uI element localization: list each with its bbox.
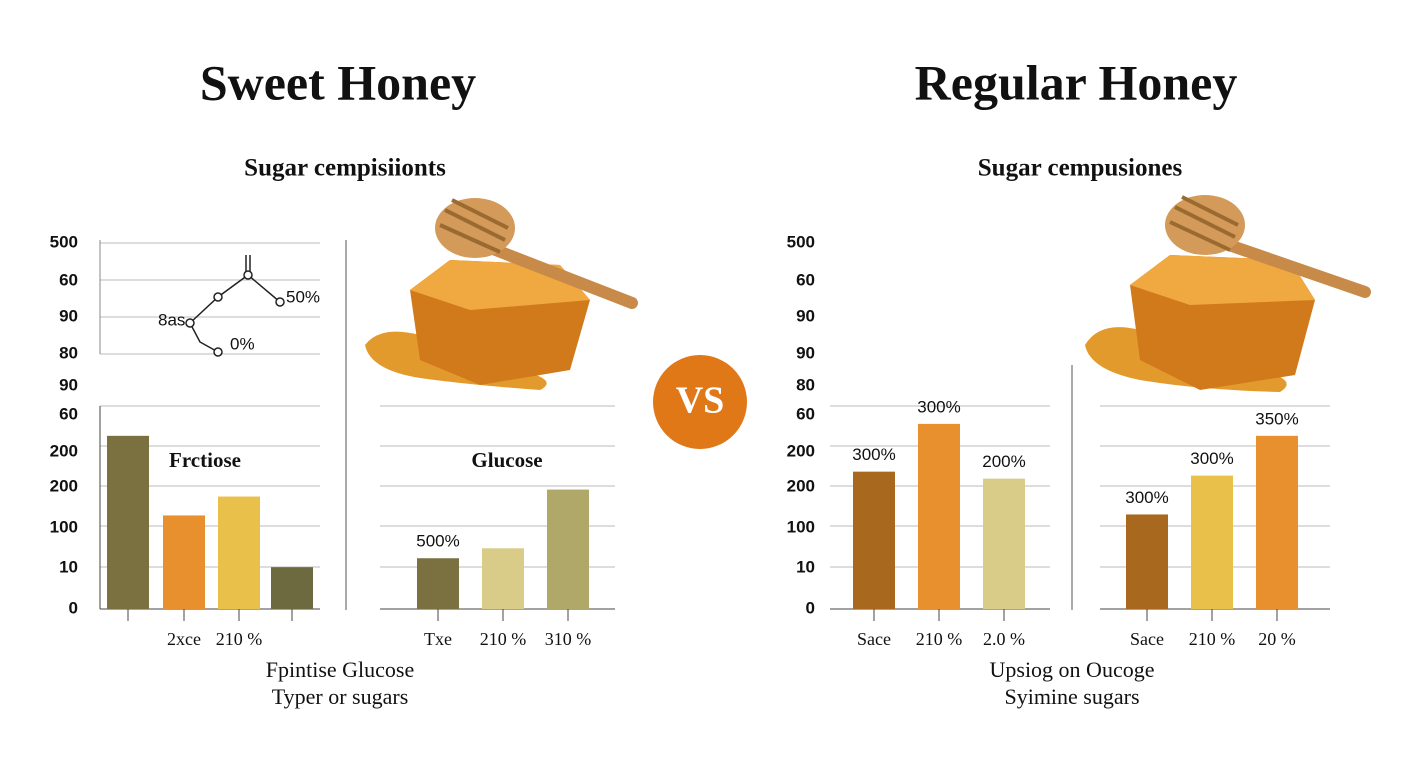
right-subtitle: Sugar cempusiones [978,155,1183,182]
diagram-label: 50% [286,287,320,306]
bar [547,489,589,609]
x-tick-label: 210 % [480,629,527,649]
x-tick-label: 210 % [916,629,963,649]
left-title: Sweet Honey [200,54,476,110]
bar [417,558,459,609]
y-axis-label: 90 [796,343,815,362]
bar [918,423,960,609]
honey-illustration [365,198,638,390]
y-axis-label: 90 [59,375,78,394]
y-axis-label: 100 [50,517,78,536]
vs-badge [653,355,747,449]
y-axis-label: 80 [59,343,78,362]
right-caption: Upsiog on Oucoge [990,657,1155,682]
y-axis-label: 200 [787,476,815,495]
bar-note: 300% [1190,449,1233,468]
bar [482,548,524,609]
x-tick-label: 310 % [545,629,592,649]
chart-label: Frctiose [169,448,241,472]
x-tick-label: 20 % [1258,629,1296,649]
y-axis-label: 200 [50,441,78,460]
bar-note: 300% [1125,488,1168,507]
top-grid [99,240,320,355]
y-axis-label: 0 [806,598,815,617]
y-axis-label: 100 [787,517,815,536]
bar [1126,514,1168,609]
bar-note: 300% [917,397,960,416]
bar [983,478,1025,609]
bar [853,471,895,609]
honey-illustration [1085,195,1371,392]
y-axis-label: 500 [50,232,78,251]
chart-label: Glucose [471,448,542,472]
y-axis-label: 60 [59,270,78,289]
y-axis-label: 0 [69,598,78,617]
bar [1256,435,1298,609]
y-axis-label: 500 [787,232,815,251]
y-axis-label: 90 [59,306,78,325]
bar [163,515,205,609]
bar-note: 350% [1255,409,1298,428]
y-axis-label: 10 [796,557,815,576]
x-tick-label: 2.0 % [983,629,1025,649]
y-axis-label: 60 [59,404,78,423]
bar-note: 200% [982,452,1025,471]
left-caption: Fpintise Glucose [266,657,415,682]
y-axis-label: 200 [50,476,78,495]
x-tick-label: Sace [1130,629,1164,649]
right-caption: Syimine sugars [1004,684,1139,709]
x-tick-label: 2xce [167,629,201,649]
y-axis-label: 60 [796,404,815,423]
bar [271,567,313,609]
x-tick-label: 210 % [1189,629,1236,649]
vs-text: VS [676,380,725,422]
y-axis-label: 80 [796,375,815,394]
bar [218,496,260,609]
y-axis-label: 90 [796,306,815,325]
left-subtitle: Sugar cempisiionts [244,155,446,182]
bar-note: 500% [416,532,459,551]
diagram-label: 0% [230,334,255,353]
left-caption: Typer or sugars [272,684,409,709]
right-title: Regular Honey [915,54,1238,110]
x-tick-label: 210 % [216,629,263,649]
y-axis-label: 10 [59,557,78,576]
molecule-diagram [185,255,285,357]
x-tick-label: Txe [424,629,452,649]
diagram-label: 8as [158,310,185,329]
x-tick-label: Sace [857,629,891,649]
y-axis-label: 200 [787,441,815,460]
bar [107,435,149,609]
bar [1191,475,1233,609]
y-axis-label: 60 [796,270,815,289]
bar-note: 300% [852,445,895,464]
